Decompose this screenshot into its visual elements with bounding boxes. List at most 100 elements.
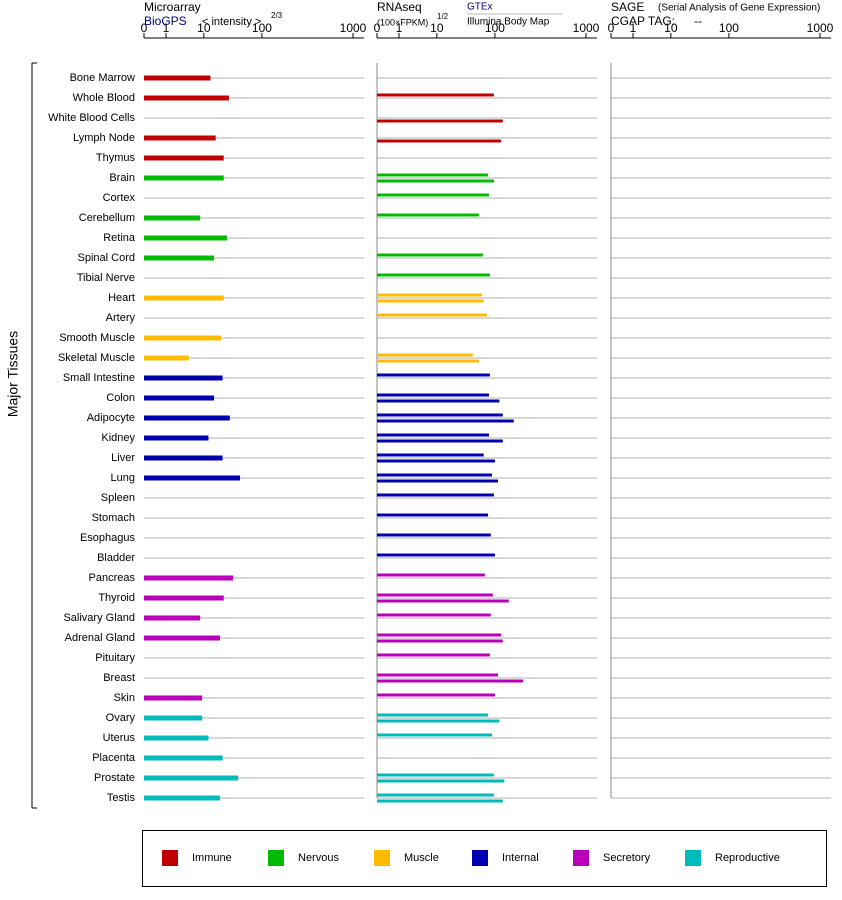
x-tick-label: 10 [664,21,678,35]
category-label: Prostate [94,772,135,784]
bar [377,179,494,183]
bar [144,395,215,401]
bar [144,215,201,221]
bar [377,533,491,537]
legend-swatch [685,850,701,866]
bar [377,693,495,697]
bar [377,119,503,123]
bar [144,375,223,381]
bar [377,173,488,177]
legend-swatch [162,850,178,866]
bar [377,139,502,143]
bar [377,393,489,397]
bar [377,293,483,297]
bar [377,253,483,257]
category-label: Lung [111,472,135,484]
series-name: BioGPS [144,14,187,28]
category-label: Thyroid [98,592,135,604]
bar [377,599,509,603]
bar [144,75,211,81]
bar [377,479,498,483]
x-tick-label: 10 [430,21,444,35]
x-tick-label: 0 [141,21,148,35]
category-label: Bone Marrow [70,72,135,84]
bar [144,235,227,241]
legend-label: Nervous [298,852,339,864]
category-label: Thymus [96,152,136,164]
bar [377,453,484,457]
bar [377,493,494,497]
category-label: Esophagus [80,532,136,544]
tag-label: CGAP TAG: [611,14,675,28]
category-label: Bladder [97,552,135,564]
bar [144,455,223,461]
legend-box [142,830,827,887]
category-label: Testis [107,792,136,804]
x-tick-label: 1000 [340,21,367,35]
bar [144,575,234,581]
category-label: Stomach [92,512,135,524]
bar [377,773,494,777]
legend-label: Internal [502,852,539,864]
category-label: Pancreas [89,572,136,584]
category-label: Colon [106,392,135,404]
bar [377,399,500,403]
legend-label: Secretory [603,852,651,864]
category-label: Adipocyte [87,412,135,424]
bar [377,313,487,317]
bar [144,695,203,701]
category-label: Smooth Muscle [59,332,135,344]
category-label: Spleen [101,492,135,504]
bar [144,155,224,161]
series-name: Illumina Body Map [467,17,550,28]
axis-label-exponent: 2/3 [271,11,283,20]
bar [144,95,229,101]
legend-label: Reproductive [715,852,780,864]
category-label: Skin [114,692,135,704]
x-tick-label: 100 [252,21,272,35]
category-label: Kidney [101,432,135,444]
x-tick-label: 1 [396,21,403,35]
bar [144,595,224,601]
panel-title: SAGE [611,0,644,14]
series-name: GTEx [467,2,493,13]
bar [377,613,491,617]
category-label: Whole Blood [73,92,135,104]
legend-swatch [374,850,390,866]
bar [144,735,209,741]
y-axis-label: Major Tissues [5,331,21,417]
bar [144,715,203,721]
bar [377,553,495,557]
bar [144,135,216,141]
axis-label: (100×FPKM) [377,17,428,27]
category-label: Ovary [106,712,136,724]
x-tick-label: 1 [630,21,637,35]
x-tick-label: 0 [608,21,615,35]
bar [144,335,222,341]
bar [377,213,479,217]
bar [377,353,474,357]
category-label: Spinal Cord [78,252,135,264]
bar [377,793,494,797]
bar [144,175,224,181]
bar [377,673,498,677]
category-label: Cerebellum [79,212,135,224]
x-tick-label: 0 [374,21,381,35]
bar [144,615,201,621]
legend-swatch [573,850,589,866]
x-tick-label: 1000 [573,21,600,35]
category-label: Skeletal Muscle [58,352,135,364]
category-label: Adrenal Gland [65,632,135,644]
bar [144,295,224,301]
legend-swatch [472,850,488,866]
category-label: Lymph Node [73,132,135,144]
bar [144,475,241,481]
bar [377,679,524,683]
panel-title: Microarray [144,0,201,14]
bar [377,459,495,463]
bar [377,273,490,277]
x-tick-label: 100 [719,21,739,35]
bar [377,193,489,197]
category-label: Liver [111,452,135,464]
